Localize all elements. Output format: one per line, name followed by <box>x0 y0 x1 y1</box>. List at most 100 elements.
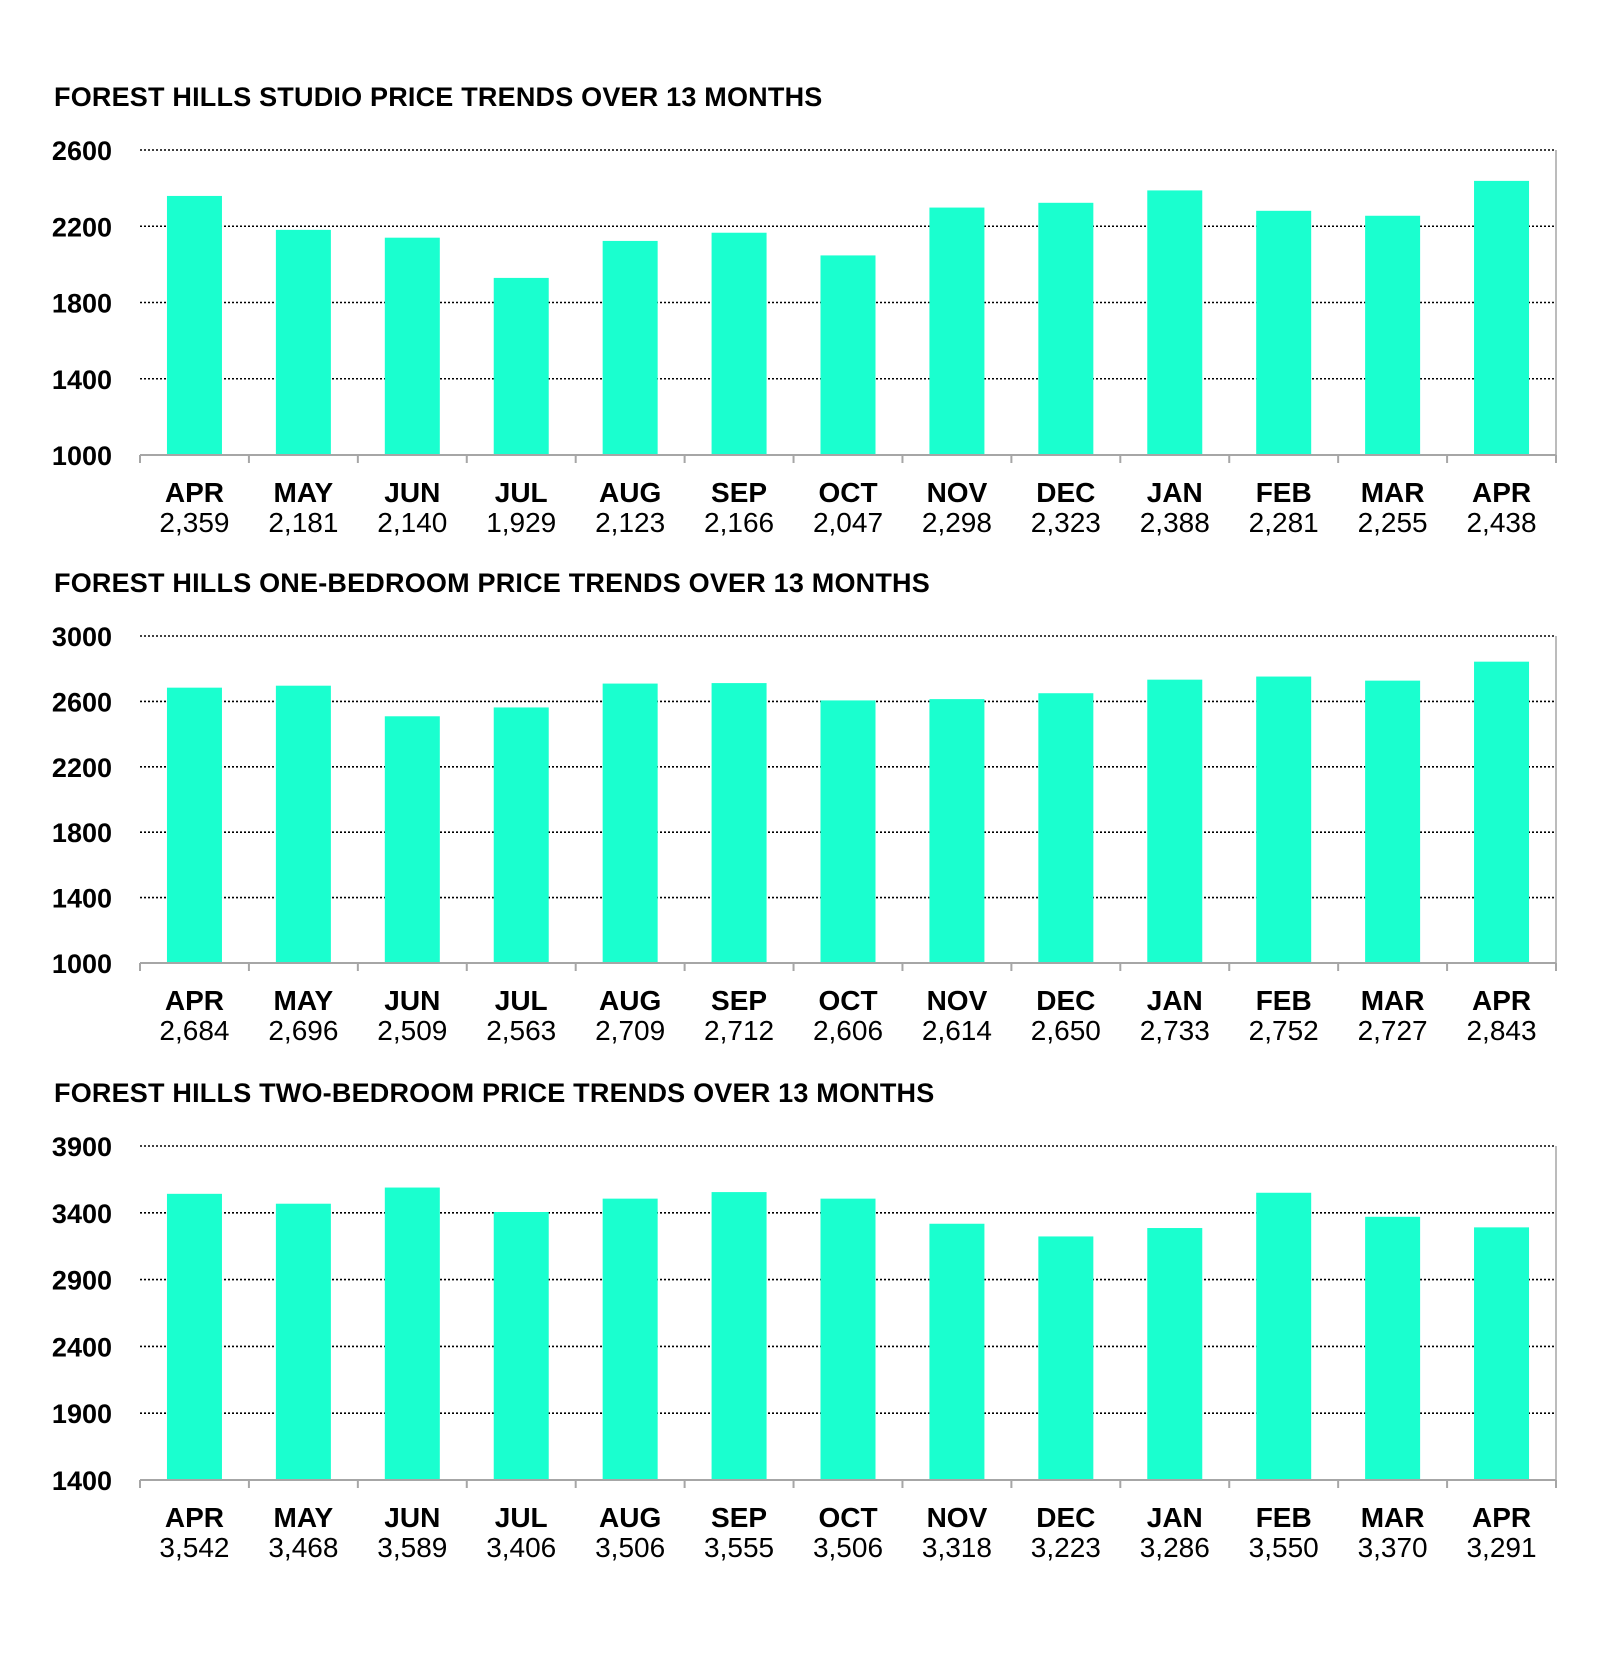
bar-feb <box>1256 1192 1312 1480</box>
x-category-label: JUN <box>384 985 440 1016</box>
bar-apr <box>166 195 222 456</box>
bar-nov <box>929 207 985 455</box>
bar-mar <box>1365 680 1421 963</box>
y-tick-label: 2200 <box>52 753 112 783</box>
x-value-label: 3,318 <box>922 1532 992 1563</box>
x-category-label: JAN <box>1147 1502 1203 1533</box>
x-category-label: NOV <box>927 985 988 1016</box>
x-category-label: APR <box>165 985 224 1016</box>
x-category-label: MAY <box>274 1502 334 1533</box>
bar-mar <box>1365 1216 1421 1480</box>
y-tick-label: 2400 <box>52 1332 112 1362</box>
x-value-label: 3,550 <box>1249 1532 1319 1563</box>
x-category-label: AUG <box>599 985 661 1016</box>
bar-nov <box>929 1223 985 1480</box>
bar-jun <box>384 1187 440 1480</box>
x-value-label: 3,542 <box>159 1532 229 1563</box>
bar-apr <box>1474 1227 1530 1480</box>
x-category-label: JUN <box>384 1502 440 1533</box>
y-tick-label: 2900 <box>52 1266 112 1296</box>
bar-may <box>275 229 331 455</box>
y-tick-label: 2200 <box>52 212 112 242</box>
two-bedroom-chart: FOREST HILLS TWO-BEDROOM PRICE TRENDS OV… <box>0 1078 1600 1578</box>
bar-dec <box>1038 1236 1094 1480</box>
bar-nov <box>929 699 985 963</box>
x-value-label: 3,555 <box>704 1532 774 1563</box>
bar-dec <box>1038 693 1094 963</box>
bar-sep <box>711 1192 767 1480</box>
one-bedroom-chart: FOREST HILLS ONE-BEDROOM PRICE TRENDS OV… <box>0 568 1600 1048</box>
bar-apr <box>1474 661 1530 963</box>
x-category-label: MAR <box>1361 477 1425 508</box>
x-value-label: 2,255 <box>1358 507 1428 538</box>
x-value-label: 2,140 <box>377 507 447 538</box>
bar-jul <box>493 707 549 963</box>
x-value-label: 3,286 <box>1140 1532 1210 1563</box>
x-value-label: 2,281 <box>1249 507 1319 538</box>
x-value-label: 2,563 <box>486 1015 556 1046</box>
x-value-label: 2,712 <box>704 1015 774 1046</box>
y-tick-label: 2600 <box>52 687 112 717</box>
x-category-label: JUL <box>495 477 548 508</box>
bar-jul <box>493 1211 549 1480</box>
y-tick-label: 1400 <box>52 884 112 914</box>
y-tick-label: 2600 <box>52 136 112 166</box>
bar-oct <box>820 255 876 455</box>
bar-may <box>275 685 331 963</box>
x-value-label: 2,606 <box>813 1015 883 1046</box>
x-category-label: MAY <box>274 985 334 1016</box>
x-category-label: AUG <box>599 1502 661 1533</box>
bar-aug <box>602 240 658 455</box>
x-value-label: 2,696 <box>268 1015 338 1046</box>
x-value-label: 2,359 <box>159 507 229 538</box>
bar-jan <box>1147 190 1203 455</box>
chart-title: FOREST HILLS ONE-BEDROOM PRICE TRENDS OV… <box>54 568 930 598</box>
bar-oct <box>820 1198 876 1480</box>
x-category-label: APR <box>165 1502 224 1533</box>
bar-feb <box>1256 210 1312 455</box>
x-value-label: 3,589 <box>377 1532 447 1563</box>
x-category-label: APR <box>1472 1502 1531 1533</box>
x-category-label: AUG <box>599 477 661 508</box>
one-bedroom-bar-chart: 100014001800220026003000APR2,684MAY2,696… <box>52 622 1557 1046</box>
x-category-label: SEP <box>711 477 767 508</box>
x-category-label: NOV <box>927 1502 988 1533</box>
x-value-label: 3,406 <box>486 1532 556 1563</box>
x-category-label: MAR <box>1361 985 1425 1016</box>
chart-title: FOREST HILLS TWO-BEDROOM PRICE TRENDS OV… <box>54 1078 935 1108</box>
y-tick-label: 1900 <box>52 1399 112 1429</box>
x-value-label: 2,181 <box>268 507 338 538</box>
x-value-label: 3,506 <box>595 1532 665 1563</box>
x-value-label: 2,298 <box>922 507 992 538</box>
y-tick-label: 3900 <box>52 1132 112 1162</box>
x-category-label: APR <box>165 477 224 508</box>
x-value-label: 2,843 <box>1466 1015 1536 1046</box>
studio-chart: FOREST HILLS STUDIO PRICE TRENDS OVER 13… <box>0 82 1600 542</box>
x-category-label: APR <box>1472 477 1531 508</box>
x-value-label: 2,614 <box>922 1015 992 1046</box>
x-category-label: SEP <box>711 985 767 1016</box>
x-category-label: JUN <box>384 477 440 508</box>
x-value-label: 3,291 <box>1466 1532 1536 1563</box>
x-category-label: FEB <box>1256 1502 1312 1533</box>
bar-mar <box>1365 215 1421 455</box>
bar-apr <box>1474 180 1530 455</box>
x-value-label: 2,388 <box>1140 507 1210 538</box>
bar-feb <box>1256 676 1312 963</box>
two-bedroom-bar-chart: 140019002400290034003900APR3,542MAY3,468… <box>52 1132 1557 1563</box>
bar-jan <box>1147 679 1203 963</box>
x-category-label: JAN <box>1147 985 1203 1016</box>
x-value-label: 2,727 <box>1358 1015 1428 1046</box>
x-category-label: OCT <box>818 1502 877 1533</box>
bar-aug <box>602 683 658 963</box>
x-value-label: 1,929 <box>486 507 556 538</box>
bar-oct <box>820 700 876 963</box>
x-value-label: 3,223 <box>1031 1532 1101 1563</box>
x-value-label: 2,733 <box>1140 1015 1210 1046</box>
bar-jun <box>384 237 440 455</box>
x-value-label: 2,684 <box>159 1015 229 1046</box>
x-value-label: 3,468 <box>268 1532 338 1563</box>
bar-aug <box>602 1198 658 1480</box>
x-category-label: DEC <box>1036 477 1095 508</box>
bar-jul <box>493 277 549 455</box>
